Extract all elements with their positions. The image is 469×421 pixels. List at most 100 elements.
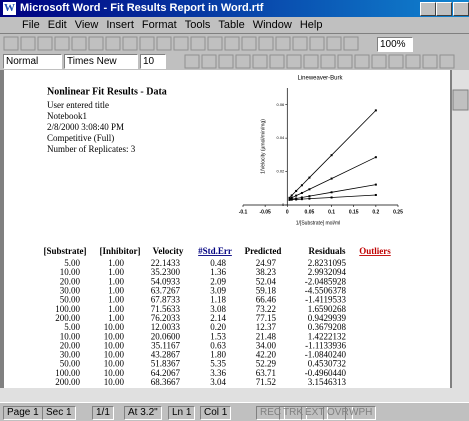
- toolbar-button[interactable]: [252, 54, 268, 69]
- toolbar-button[interactable]: [303, 54, 319, 69]
- table-cell: 2.8231095: [308, 258, 347, 268]
- toolbar-button[interactable]: [354, 54, 370, 69]
- table-cell: 0.9429939: [308, 313, 347, 323]
- table-cell: 59.18: [256, 286, 277, 296]
- table-cell: 52.29: [256, 359, 277, 369]
- menu-item[interactable]: Edit: [47, 19, 67, 31]
- data-point: [330, 196, 333, 199]
- menu-item[interactable]: Format: [141, 19, 177, 31]
- data-point: [290, 198, 293, 201]
- toolbar-button[interactable]: [173, 36, 189, 51]
- toolbar-button[interactable]: [320, 54, 336, 69]
- toolbar-button[interactable]: [54, 36, 70, 51]
- toolbar-button[interactable]: [422, 54, 438, 69]
- table-cell: 3.08: [210, 304, 226, 314]
- toolbar-button[interactable]: [241, 36, 257, 51]
- toolbar-button[interactable]: [275, 36, 291, 51]
- table-cell: 38.23: [256, 267, 277, 277]
- zoom-box[interactable]: 100%: [377, 37, 413, 52]
- menu-item[interactable]: View: [74, 19, 99, 31]
- style-box[interactable]: Normal: [3, 54, 62, 69]
- toolbar-button[interactable]: [71, 36, 87, 51]
- toolbar-button[interactable]: [286, 54, 302, 69]
- toolbar-button[interactable]: [207, 36, 223, 51]
- toolbar-button[interactable]: [371, 54, 387, 69]
- toolbar-button[interactable]: [269, 54, 285, 69]
- toolbar-button[interactable]: [156, 36, 172, 51]
- toolbar-button[interactable]: [139, 36, 155, 51]
- table-cell: 77.15: [256, 313, 277, 323]
- toolbar-button[interactable]: [88, 36, 104, 51]
- toolbar-button[interactable]: [292, 36, 308, 51]
- close-button[interactable]: [453, 2, 469, 16]
- data-point: [308, 176, 311, 179]
- data-point: [330, 177, 333, 180]
- table-cell: 1.6590268: [308, 304, 347, 314]
- table-cell: 100.00: [55, 304, 80, 314]
- toolbar-button[interactable]: [20, 36, 36, 51]
- table-cell: 22.1433: [151, 258, 181, 268]
- data-point: [374, 156, 377, 159]
- toolbar-button[interactable]: [3, 36, 19, 51]
- minimize-button[interactable]: [420, 2, 436, 16]
- menu-item[interactable]: Table: [218, 19, 245, 31]
- data-point: [300, 198, 303, 201]
- menu-list: File Edit View Insert Format Tools Table Window…: [22, 19, 330, 31]
- table-cell: 10.00: [104, 359, 125, 369]
- toolbar-button[interactable]: [224, 36, 240, 51]
- table-cell: 1.00: [108, 286, 124, 296]
- table-header: #Std.Err: [198, 246, 232, 256]
- y-tick-label: 0.04: [276, 135, 285, 140]
- document-area: Nonlinear Fit Results - Data User entered…: [0, 70, 469, 402]
- table-cell: 30.00: [60, 286, 81, 296]
- table-cell: 5.00: [64, 322, 80, 332]
- table-cell: 2.14: [210, 313, 226, 323]
- toolbar-button[interactable]: [201, 54, 217, 69]
- table-cell: 54.0933: [151, 276, 181, 286]
- menu-item[interactable]: File: [22, 19, 40, 31]
- toolbar-button[interactable]: [439, 54, 455, 69]
- toolbar-button[interactable]: [309, 36, 325, 51]
- table-cell: 12.37: [256, 322, 277, 332]
- menu-item[interactable]: Insert: [106, 19, 134, 31]
- table-cell: 76.2033: [151, 313, 181, 323]
- menu-item[interactable]: Tools: [184, 19, 211, 31]
- size-box[interactable]: 10: [140, 54, 166, 69]
- toolbar-button[interactable]: [122, 36, 138, 51]
- info-line: User entered title: [47, 100, 109, 110]
- horizontal-scrollbar[interactable]: [0, 388, 469, 402]
- toolbar-button[interactable]: [388, 54, 404, 69]
- toolbar-button[interactable]: [337, 54, 353, 69]
- data-point: [300, 196, 303, 199]
- toolbar-button[interactable]: [218, 54, 234, 69]
- table-cell: 10.00: [104, 350, 125, 360]
- table-header: Predicted: [245, 246, 282, 256]
- scroll-thumb[interactable]: [452, 89, 469, 111]
- toolbar-button[interactable]: [105, 36, 121, 51]
- y-axis-label: 1/Velocity (µmol/min/mg): [261, 119, 267, 174]
- table-cell: 10.00: [104, 322, 125, 332]
- table-cell: 100.00: [55, 368, 80, 378]
- menu-item[interactable]: Window: [252, 19, 292, 31]
- table-cell: 71.52: [256, 377, 276, 387]
- toolbar-button[interactable]: [190, 36, 206, 51]
- table-cell: 2.9932094: [308, 267, 347, 277]
- toolbar-button[interactable]: [343, 36, 359, 51]
- toolbar-button[interactable]: [235, 54, 251, 69]
- menu-item[interactable]: Help: [299, 19, 323, 31]
- maximize-button[interactable]: [436, 2, 452, 16]
- y-tick-label: 0.02: [276, 169, 285, 174]
- app-icon: W: [3, 2, 16, 15]
- toolbar-button[interactable]: [37, 36, 53, 51]
- font-box[interactable]: Times New Roman: [64, 54, 138, 80]
- toolbar-button[interactable]: [405, 54, 421, 69]
- table-cell: 50.00: [60, 295, 81, 305]
- vertical-scrollbar[interactable]: [452, 70, 469, 388]
- table-header: Outliers: [359, 246, 391, 256]
- toolbar-button[interactable]: [258, 36, 274, 51]
- table-cell: 200.00: [55, 377, 80, 387]
- toolbar-button[interactable]: [326, 36, 342, 51]
- toolbar-button[interactable]: [184, 54, 200, 69]
- table-cell: 5.00: [64, 258, 80, 268]
- table-cell: 0.48: [210, 258, 226, 268]
